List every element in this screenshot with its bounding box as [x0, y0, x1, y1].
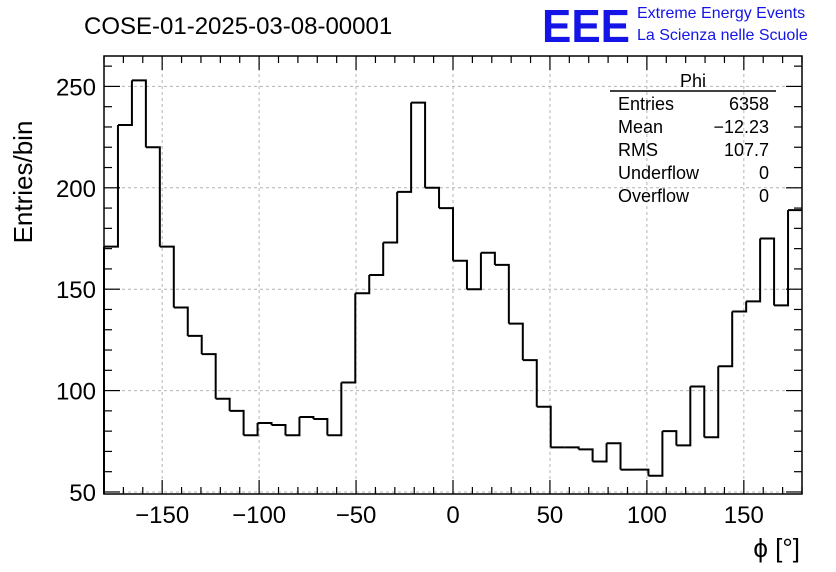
histogram-bin: [466, 252, 482, 291]
stats-overflow-label: Overflow: [618, 186, 690, 206]
x-tick-label: 150: [724, 502, 764, 529]
histogram-bin: [187, 334, 203, 355]
stats-overflow-value: 0: [759, 186, 769, 206]
histogram-bin: [494, 263, 510, 324]
chart-title: COSE-01-2025-03-08-00001: [84, 13, 392, 40]
x-tick-label: 0: [446, 502, 459, 529]
stats-underflow-value: 0: [759, 163, 769, 183]
stats-underflow-label: Underflow: [618, 163, 700, 183]
branding-line-2: La Scienza nelle Scuole: [637, 27, 808, 44]
histogram-bin: [397, 102, 413, 193]
histogram-bin: [327, 382, 343, 437]
histogram-bin: [145, 146, 161, 247]
x-axis-title: ϕ [°]: [753, 533, 800, 563]
histogram-bin: [634, 468, 650, 476]
histogram-bin: [718, 311, 734, 368]
histogram-bin: [648, 431, 664, 477]
histogram-bin: [690, 385, 706, 438]
stats-entries-value: 6358: [729, 94, 769, 114]
histogram-bin: [299, 415, 315, 419]
axes: −150 −100 −50 0 50 100 150 50 100 150 200 250: [56, 55, 803, 529]
histogram-bin: [369, 242, 385, 276]
x-tick-label: 100: [627, 502, 667, 529]
histogram-bin: [383, 191, 399, 244]
histogram-bin: [578, 448, 594, 462]
branding-line-1: Extreme Energy Events: [637, 5, 805, 22]
histogram-bin: [313, 417, 329, 436]
y-tick-label: 200: [56, 176, 96, 203]
histogram-bin: [355, 275, 371, 295]
histogram-bin: [606, 442, 622, 470]
eee-logo-mark: EEE: [542, 0, 630, 52]
y-tick-label: 250: [56, 74, 96, 101]
histogram-bin: [746, 238, 762, 303]
histogram-bin: [774, 210, 790, 307]
stats-mean-value: −12.23: [713, 117, 769, 137]
stats-entries-label: Entries: [618, 94, 674, 114]
histogram-bin: [592, 443, 608, 463]
histogram-bin: [117, 80, 133, 126]
histogram-bin: [104, 124, 119, 248]
histogram-bin: [732, 301, 748, 313]
x-tick-label: −150: [135, 502, 189, 529]
y-tick-label: 50: [69, 480, 96, 507]
grid-lines: [104, 56, 802, 494]
x-tick-label: −100: [232, 502, 286, 529]
histogram-bin: [439, 207, 454, 261]
histogram-bin: [271, 424, 287, 436]
histogram-bin: [564, 446, 580, 450]
histogram-bin: [662, 430, 678, 446]
y-tick-label: 150: [56, 277, 96, 304]
histogram-bin: [243, 423, 259, 437]
x-tick-label: 50: [537, 502, 564, 529]
histogram-bin: [453, 259, 468, 290]
stats-rms-value: 107.7: [724, 140, 769, 160]
histogram-bin: [536, 405, 552, 448]
stats-rms-label: RMS: [618, 140, 658, 160]
histogram-bin: [411, 101, 427, 188]
histogram-bin: [704, 366, 720, 439]
stats-mean-label: Mean: [618, 117, 663, 137]
histogram-bin: [508, 322, 524, 361]
histogram-bin: [522, 359, 538, 407]
histogram-bin: [341, 293, 357, 384]
histogram-series: [103, 79, 802, 494]
histogram-bin: [159, 245, 175, 308]
stats-box-title: Phi: [680, 71, 706, 91]
histogram-bin: [173, 306, 189, 336]
y-tick-label: 100: [56, 379, 96, 406]
histogram-bin: [229, 409, 245, 436]
histogram-bin: [201, 353, 217, 399]
y-axis-title: Entries/bin: [8, 121, 38, 244]
stats-box: Phi Entries 6358 Mean −12.23 RMS 107.7 U…: [610, 71, 776, 206]
histogram-bin: [285, 416, 301, 437]
eee-logo: EEE Extreme Energy Events La Scienza nel…: [542, 0, 808, 52]
histogram-bin: [480, 251, 496, 265]
histogram-bin: [215, 397, 231, 411]
x-tick-label: −50: [336, 502, 377, 529]
histogram-bin: [676, 386, 692, 447]
histogram-bin: [257, 422, 273, 426]
histogram-bin: [131, 79, 147, 148]
histogram-bin: [425, 186, 441, 209]
histogram-bin: [760, 237, 776, 306]
